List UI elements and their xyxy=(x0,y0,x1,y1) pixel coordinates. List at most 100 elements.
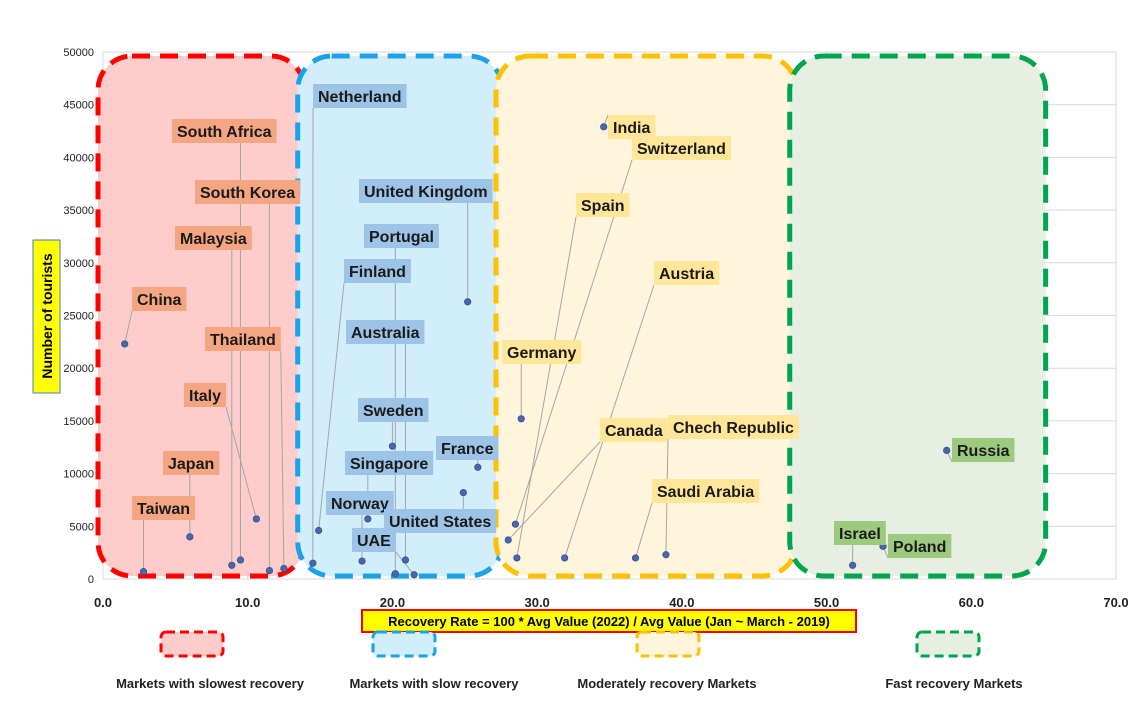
data-point xyxy=(252,515,260,523)
point-label-box xyxy=(834,521,886,545)
point-label-box xyxy=(175,226,252,250)
data-point xyxy=(186,533,194,541)
leader-line xyxy=(280,350,285,569)
leader-line xyxy=(635,502,653,559)
y-tick-label: 25000 xyxy=(63,311,94,323)
point-label-box xyxy=(608,115,656,139)
data-point xyxy=(459,488,467,497)
point-label: South Africa xyxy=(177,124,272,141)
x-axis-ticks: 0.0 10.0 20.0 30.0 40.0 50.0 60.0 70.0 xyxy=(94,595,1129,610)
data-point xyxy=(513,554,521,562)
y-tick-label: 15000 xyxy=(63,416,94,428)
point-label-box xyxy=(195,180,301,204)
point-label: Singapore xyxy=(350,456,428,473)
data-point xyxy=(631,554,640,562)
point-label-box xyxy=(346,320,425,344)
point-label-box xyxy=(358,398,429,422)
point-label-box xyxy=(352,528,396,552)
point-label: Malaysia xyxy=(180,231,247,248)
data-point xyxy=(410,571,418,579)
legend: Markets with slowest recovery Markets wit… xyxy=(116,630,1023,691)
leader-line xyxy=(516,216,577,559)
data-point xyxy=(139,568,148,576)
data-point xyxy=(474,463,482,471)
y-axis-ticks: 0 5000 10000 15000 20000 25000 30000 35000 40000… xyxy=(63,47,94,586)
point-label-box xyxy=(576,193,630,217)
point-label: Austria xyxy=(659,266,714,283)
point-label: Norway xyxy=(331,496,389,513)
point-label-box xyxy=(652,479,760,503)
legend-label: Fast recovery Markets xyxy=(885,676,1022,691)
legend-swatch xyxy=(635,630,701,658)
point-label: Australia xyxy=(351,325,420,342)
point-label: UAE xyxy=(357,533,391,550)
point-label: Switzerland xyxy=(637,141,726,158)
point-label-box xyxy=(952,438,1015,462)
data-point xyxy=(388,442,397,450)
point-label: United States xyxy=(389,514,491,531)
point-label: Japan xyxy=(168,456,214,473)
y-tick-label: 35000 xyxy=(63,205,94,217)
x-tick-label: 40.0 xyxy=(669,595,694,610)
point-label-box xyxy=(502,340,582,364)
x-axis-title-text: Recovery Rate = 100 * Avg Value (2022) /… xyxy=(388,614,830,629)
x-tick-label: 0.0 xyxy=(94,595,112,610)
data-point xyxy=(464,298,472,306)
point-label-box xyxy=(436,436,499,460)
y-tick-label: 0 xyxy=(88,574,94,586)
point-label: Finland xyxy=(349,264,406,281)
point-label: United Kingdom xyxy=(364,184,488,201)
leader-line xyxy=(124,310,133,345)
data-point xyxy=(315,526,323,535)
data-point xyxy=(228,561,236,569)
point-label: Germany xyxy=(507,345,576,362)
x-tick-label: 30.0 xyxy=(524,595,549,610)
data-point xyxy=(561,554,569,562)
point-label: Sweden xyxy=(363,403,423,420)
legend-swatch xyxy=(915,630,981,658)
point-label: South Korea xyxy=(200,185,295,202)
point-label: Chech Republic xyxy=(673,420,794,437)
point-label-box xyxy=(132,287,187,311)
legend-label: Markets with slowest recovery xyxy=(116,676,305,691)
data-point xyxy=(358,557,366,565)
point-label-box xyxy=(384,509,497,533)
point-label-box xyxy=(345,451,434,475)
point-label: Netherland xyxy=(318,89,402,106)
point-label: Poland xyxy=(893,539,946,556)
legend-swatch xyxy=(371,630,437,658)
data-point xyxy=(236,556,245,564)
x-axis-title: Recovery Rate = 100 * Avg Value (2022) /… xyxy=(361,609,857,633)
y-axis-title-text: Number of tourists xyxy=(39,253,55,378)
point-label: China xyxy=(137,292,182,309)
point-label-box xyxy=(888,534,952,558)
data-point xyxy=(511,520,520,528)
point-label-box xyxy=(344,259,411,283)
data-point xyxy=(849,561,857,569)
data-point xyxy=(504,536,512,544)
y-tick-label: 20000 xyxy=(63,363,94,375)
point-label: Italy xyxy=(189,388,221,405)
point-label-box xyxy=(313,84,407,108)
point-label-box xyxy=(668,415,799,439)
y-tick-label: 50000 xyxy=(63,47,94,59)
point-label-box xyxy=(172,119,277,143)
point-label: Thailand xyxy=(210,332,276,349)
y-axis-title: Number of tourists xyxy=(32,239,61,394)
data-point xyxy=(600,123,608,131)
point-label: Canada xyxy=(605,423,663,440)
point-label-box xyxy=(359,179,493,203)
data-point xyxy=(364,515,372,523)
group-region xyxy=(787,53,1049,579)
x-tick-label: 10.0 xyxy=(235,595,260,610)
x-tick-label: 50.0 xyxy=(814,595,839,610)
point-labels: China Taiwan Japan South Africa South Korea M… xyxy=(132,84,1015,558)
y-tick-label: 45000 xyxy=(63,100,94,112)
x-tick-label: 70.0 xyxy=(1103,595,1128,610)
data-points xyxy=(121,123,951,579)
point-label-box xyxy=(600,418,668,442)
y-tick-label: 40000 xyxy=(63,152,94,164)
data-point xyxy=(943,446,951,455)
y-tick-label: 30000 xyxy=(63,258,94,270)
